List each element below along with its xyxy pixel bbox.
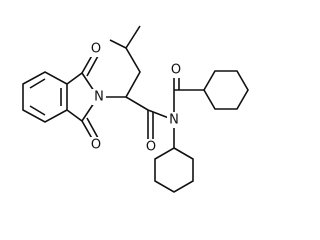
cyclohexane-ring	[203, 70, 249, 110]
double-bond	[29, 105, 46, 116]
double-bond	[29, 78, 46, 89]
chain	[98, 39, 141, 98]
atom-label: O	[91, 138, 101, 153]
carbonyl-bond	[86, 117, 99, 139]
atom-label: O	[146, 140, 156, 155]
methyl	[125, 25, 141, 49]
chain	[125, 96, 149, 111]
carbonyl-bond	[86, 55, 99, 77]
atom-label: N	[169, 113, 179, 128]
atom-label: O	[171, 63, 181, 78]
atom-label: N	[94, 90, 104, 105]
cyclohexane-ring	[154, 147, 194, 193]
atom-label: O	[91, 42, 101, 57]
structure-diagram: O N O O N O	[22, 25, 249, 193]
